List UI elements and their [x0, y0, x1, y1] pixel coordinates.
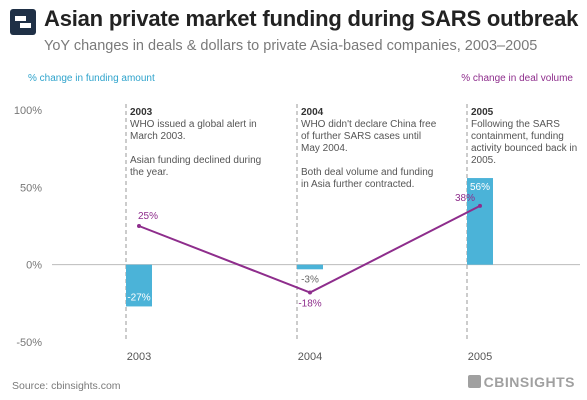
- annotation-2003: 2003 WHO issued a global alert in March 20…: [130, 107, 270, 179]
- line-point: [137, 224, 141, 228]
- cbinsights-logo-icon: [10, 9, 36, 35]
- annotation-2005: 2005 Following the SARS containment, fundi…: [471, 107, 587, 167]
- x-tick-label: 2005: [468, 351, 492, 363]
- annotation-line: WHO didn't declare China free: [301, 119, 437, 130]
- annotation-line: Asian funding declined during: [130, 155, 262, 166]
- line-label: -18%: [298, 299, 321, 310]
- annotation-2004: 2004 WHO didn't declare China free of furt…: [301, 107, 441, 191]
- line-label: 38%: [455, 193, 475, 204]
- chart-subtitle: YoY changes in deals & dollars to privat…: [44, 38, 538, 54]
- source-note: Source: cbinsights.com: [12, 380, 121, 392]
- line-point: [308, 290, 312, 295]
- annotation-line: [301, 155, 441, 167]
- y-tick-label: 50%: [20, 182, 42, 194]
- x-tick-label: 2003: [127, 351, 151, 363]
- line-label: 25%: [138, 211, 158, 222]
- annotation-year: 2004: [301, 107, 324, 118]
- right-axis-legend: % change in deal volume: [461, 73, 573, 84]
- annotation-line: activity bounced back in: [471, 143, 578, 154]
- annotation-line: 2005.: [471, 155, 497, 166]
- y-tick-label: 100%: [14, 105, 42, 117]
- bar-label: -27%: [127, 292, 150, 303]
- brand-mark-icon: [467, 375, 481, 388]
- annotation-line: containment, funding: [471, 131, 564, 142]
- bar: [467, 178, 493, 265]
- annotation-line: May 2004.: [301, 143, 348, 154]
- brand-logo: CBINSIGHTS: [467, 374, 575, 390]
- bar-label: 56%: [470, 182, 490, 193]
- annotation-line: in Asia further contracted.: [301, 179, 415, 190]
- chart-title: Asian private market funding during SARS…: [44, 6, 579, 31]
- annotation-line: the year.: [130, 167, 169, 178]
- bar-label: -3%: [301, 274, 319, 285]
- annotation-year: 2003: [130, 107, 153, 118]
- bar: [297, 264, 323, 270]
- y-tick-label: 0%: [26, 260, 42, 272]
- line-point: [478, 203, 482, 208]
- x-tick-label: 2004: [298, 351, 322, 363]
- annotation-line: [130, 143, 270, 155]
- annotation-line: Following the SARS: [471, 119, 560, 130]
- bar: [126, 264, 152, 307]
- annotation-line: March 2003.: [130, 131, 186, 142]
- left-axis-legend: % change in funding amount: [28, 73, 155, 84]
- annotation-year: 2005: [471, 107, 494, 118]
- annotation-line: Both deal volume and funding: [301, 167, 434, 178]
- annotation-line: of further SARS cases until: [301, 131, 422, 142]
- annotation-line: WHO issued a global alert in: [130, 119, 257, 130]
- y-tick-label: -50%: [16, 337, 42, 349]
- brand-text: CBINSIGHTS: [483, 374, 575, 390]
